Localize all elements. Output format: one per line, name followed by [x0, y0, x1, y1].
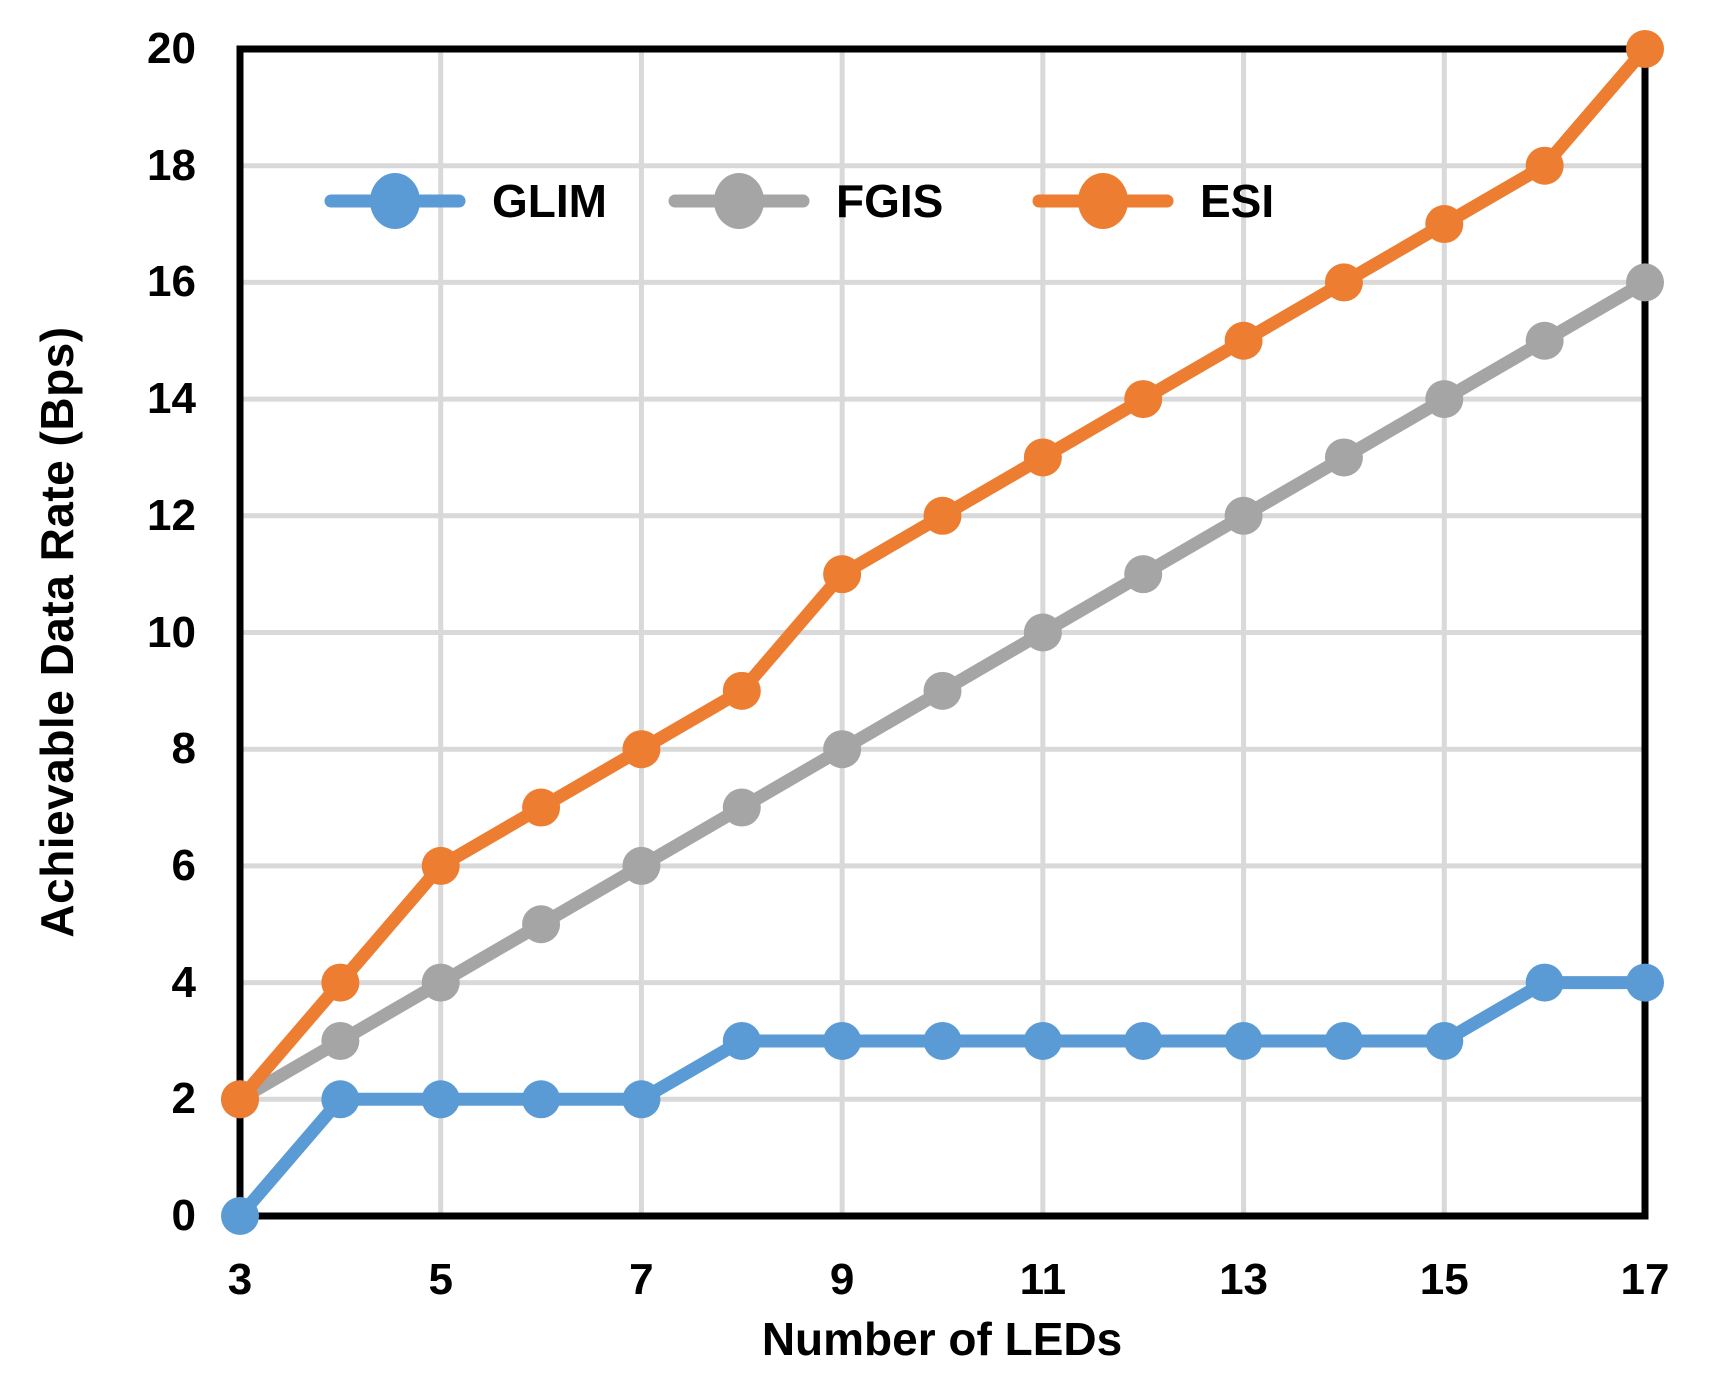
y-tick-label: 18 [147, 140, 196, 190]
data-point-marker [823, 730, 862, 769]
y-tick-label: 14 [147, 374, 196, 424]
data-point-marker [923, 496, 962, 535]
x-tick-label: 5 [428, 1255, 453, 1304]
x-tick-label: 13 [1219, 1255, 1269, 1304]
series-glim [221, 963, 1664, 1235]
data-point-marker [1626, 963, 1664, 1002]
data-point-marker [522, 788, 561, 827]
x-tick-label: 3 [227, 1255, 253, 1304]
legend-label: ESI [1200, 175, 1275, 227]
data-point-marker [923, 671, 962, 710]
y-tick-label: 6 [171, 840, 196, 890]
data-point-marker [522, 1080, 561, 1119]
data-point-marker [321, 1080, 360, 1119]
y-tick-label: 2 [171, 1074, 196, 1124]
y-tick-label: 4 [171, 957, 196, 1007]
x-tick-label: 11 [1019, 1255, 1067, 1304]
y-tick-label: 16 [147, 257, 196, 307]
data-point-marker [1525, 963, 1564, 1002]
data-point-marker [722, 671, 761, 710]
data-point-marker [622, 846, 661, 885]
data-point-marker [1224, 321, 1263, 360]
data-point-marker [1626, 30, 1664, 68]
data-point-marker [1324, 438, 1363, 477]
data-point-marker [1425, 1021, 1464, 1060]
data-point-marker [1023, 1021, 1062, 1060]
legend-label: GLIM [492, 175, 607, 227]
data-point-marker [221, 1080, 259, 1119]
x-tick-label: 17 [1620, 1255, 1670, 1304]
data-point-marker [421, 1080, 460, 1119]
data-point-marker [622, 730, 661, 769]
data-point-marker [1425, 380, 1464, 419]
x-tick-label: 15 [1419, 1255, 1469, 1304]
data-point-marker [1425, 205, 1464, 244]
legend-item-fgis: FGIS [668, 171, 943, 231]
x-axis-title: Number of LEDs [761, 1313, 1123, 1365]
fgis-line-marker-icon [668, 173, 810, 229]
x-tick-label: 7 [629, 1255, 654, 1304]
data-point-marker [522, 905, 561, 944]
data-point-marker [1224, 496, 1263, 535]
plot-border [236, 45, 1649, 1220]
data-point-marker [1324, 1021, 1363, 1060]
data-point-marker [221, 1197, 259, 1235]
data-point-marker [421, 963, 460, 1002]
x-tick-label: 9 [829, 1255, 855, 1304]
y-tick-label: 12 [147, 490, 196, 540]
data-point-marker [1324, 263, 1363, 302]
data-point-marker [722, 788, 761, 827]
data-point-marker [722, 1021, 761, 1060]
data-point-marker [923, 1021, 962, 1060]
data-point-marker [1525, 321, 1564, 360]
data-point-marker [1124, 380, 1163, 419]
data-point-marker [1023, 613, 1062, 652]
legend-label: FGIS [836, 175, 944, 227]
data-point-marker [1224, 1021, 1263, 1060]
series-fgis [221, 263, 1664, 1119]
y-tick-label: 8 [171, 724, 196, 774]
glim-line-marker-icon [324, 173, 466, 229]
y-tick-label: 20 [147, 24, 196, 73]
legend-item-esi: ESI [1032, 171, 1274, 231]
series-esi [221, 30, 1664, 1119]
data-point-marker [1626, 263, 1664, 302]
y-tick-label: 0 [171, 1191, 196, 1240]
data-point-marker [1124, 1021, 1163, 1060]
data-point-marker [321, 963, 360, 1002]
data-point-marker [823, 555, 862, 594]
data-point-marker [622, 1080, 661, 1119]
data-point-marker [823, 1021, 862, 1060]
data-point-marker [321, 1021, 360, 1060]
data-point-marker [1023, 438, 1062, 477]
data-point-marker [1525, 146, 1564, 185]
y-tick-label: 10 [147, 607, 196, 657]
legend-item-glim: GLIM [324, 171, 607, 231]
data-point-marker [421, 846, 460, 885]
esi-line-marker-icon [1032, 173, 1174, 229]
data-point-marker [1124, 555, 1163, 594]
